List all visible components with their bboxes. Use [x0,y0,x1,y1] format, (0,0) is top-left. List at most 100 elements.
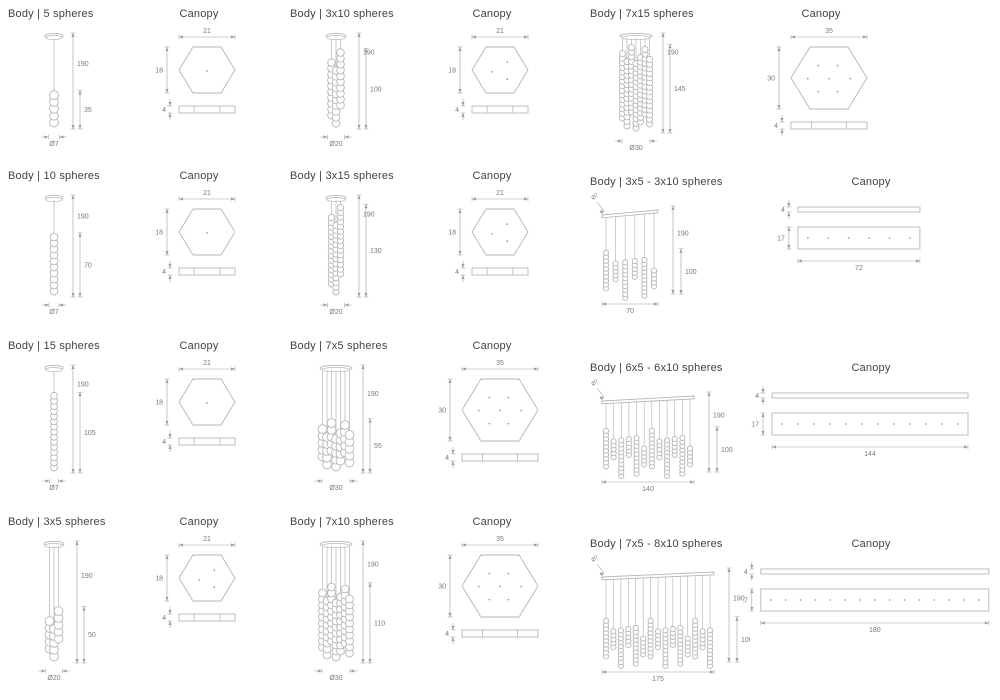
svg-text:Ø7: Ø7 [591,193,600,202]
svg-text:18: 18 [155,230,163,237]
body-drawing: 190 35 Ø7 [8,25,158,147]
svg-text:190: 190 [363,50,375,57]
canopy-title: Canopy [472,170,512,182]
svg-text:18: 18 [155,68,163,75]
svg-text:Ø7: Ø7 [49,141,58,147]
body-drawing: 190 55 Ø30 [290,357,440,491]
svg-text:180: 180 [869,627,881,634]
panel-body-3x5-spheres: Body | 3x5 spheres 190 50 Ø20 Canopy 21 18 4 [0,508,280,700]
body-diagram-svg: 190 100 70 Ø7 [591,193,697,315]
svg-text:4: 4 [455,107,459,114]
svg-text:21: 21 [496,190,504,197]
svg-text:30: 30 [438,584,446,591]
svg-text:17: 17 [777,236,785,243]
canopy-drawing: 21 18 4 [119,533,279,681]
svg-text:4: 4 [774,123,778,130]
svg-text:175: 175 [652,676,664,683]
panel-body-7x5-8x10-spheres: Body | 7x5 - 8x10 spheres 190 100 175 Ø7 Ca… [572,508,1000,700]
panel-body-10-spheres: Body | 10 spheres 190 70 Ø7 Canopy 21 18 4 [0,162,280,332]
body-drawing: 190 100 140 Ø7 [590,379,750,495]
svg-text:4: 4 [162,439,166,446]
svg-text:70: 70 [626,308,634,315]
body-block: Body | 10 spheres 190 70 Ø7 [0,170,118,332]
svg-text:140: 140 [642,486,654,493]
panel-body-15-spheres: Body | 15 spheres 190 105 Ø7 Canopy 21 18 4 [0,332,280,508]
body-title: Body | 5 spheres [8,8,94,20]
svg-text:110: 110 [374,620,385,627]
body-title: Body | 7x5 spheres [290,340,388,352]
canopy-title: Canopy [179,170,219,182]
body-block: Body | 7x5 - 8x10 spheres 190 100 175 Ø7 [572,538,750,700]
canopy-diagram-svg: 21 18 4 [448,190,529,282]
canopy-drawing: 35 30 4 [736,25,906,151]
body-drawing: 190 100 70 Ø7 [590,193,750,317]
panel-body-3x5-3x10-spheres: Body | 3x5 - 3x10 spheres 190 100 70 Ø7 Can… [572,162,1000,332]
canopy-title: Canopy [801,8,841,20]
canopy-title: Canopy [179,340,219,352]
body-diagram-svg: 190 110 Ø30 [315,540,385,681]
body-block: Body | 3x15 spheres 190 130 Ø20 [280,170,412,332]
svg-text:18: 18 [448,68,456,75]
canopy-title: Canopy [179,8,219,20]
canopy-block: Canopy 4 17 180 [742,538,1000,700]
svg-text:Ø30: Ø30 [629,145,642,151]
svg-text:4: 4 [162,107,166,114]
svg-text:Ø7: Ø7 [49,309,58,315]
svg-text:21: 21 [203,536,211,543]
canopy-drawing: 35 30 4 [412,533,572,681]
body-drawing: 190 130 Ø20 [290,187,440,315]
canopy-drawing: 21 18 4 [119,25,279,147]
canopy-diagram-svg: 4 17 72 [777,200,921,272]
svg-text:35: 35 [496,536,504,543]
body-block: Body | 7x5 spheres 190 55 Ø30 [280,340,412,508]
svg-text:Ø7: Ø7 [591,555,600,564]
svg-text:35: 35 [496,360,504,367]
svg-text:21: 21 [203,28,211,35]
canopy-drawing: 35 30 4 [412,357,572,491]
body-title: Body | 10 spheres [8,170,100,182]
canopy-block: Canopy 21 18 4 [118,170,280,332]
svg-text:144: 144 [864,451,876,458]
body-diagram-svg: 190 100 140 Ø7 [591,379,733,493]
body-diagram-svg: 190 145 Ø30 [615,32,686,151]
body-title: Body | 3x5 spheres [8,516,106,528]
canopy-drawing: 21 18 4 [119,187,279,315]
svg-text:190: 190 [81,573,93,580]
body-title: Body | 7x15 spheres [590,8,694,20]
canopy-block: Canopy 21 18 4 [412,8,572,162]
body-diagram-svg: 190 35 Ø7 [41,32,92,147]
canopy-title: Canopy [851,176,891,188]
canopy-diagram-svg: 35 30 4 [438,536,539,644]
canopy-block: Canopy 4 17 144 [742,362,1000,508]
svg-text:4: 4 [162,269,166,276]
body-title: Body | 7x10 spheres [290,516,394,528]
svg-text:190: 190 [77,61,89,68]
svg-text:72: 72 [855,265,863,272]
body-diagram-svg: 190 55 Ø30 [315,364,382,491]
canopy-diagram-svg: 21 18 4 [155,536,236,628]
svg-text:70: 70 [84,262,92,269]
svg-text:190: 190 [77,213,89,220]
svg-text:35: 35 [825,28,833,35]
svg-text:Ø7: Ø7 [591,379,600,388]
panel-body-6x5-6x10-spheres: Body | 6x5 - 6x10 spheres 190 100 140 Ø7 Ca… [572,332,1000,508]
svg-text:Ø7: Ø7 [49,485,58,491]
body-block: Body | 3x5 - 3x10 spheres 190 100 70 Ø7 [572,176,742,332]
body-title: Body | 6x5 - 6x10 spheres [590,362,723,374]
body-block: Body | 7x15 spheres 190 145 Ø30 [572,8,712,162]
canopy-drawing: 21 18 4 [412,25,572,147]
canopy-title: Canopy [851,538,891,550]
svg-text:21: 21 [496,28,504,35]
body-drawing: 190 100 175 Ø7 [590,555,750,685]
svg-text:18: 18 [155,576,163,583]
svg-text:21: 21 [203,360,211,367]
svg-text:100: 100 [370,86,382,93]
svg-text:Ø30: Ø30 [329,675,342,681]
svg-text:Ø20: Ø20 [329,309,342,315]
svg-text:50: 50 [88,632,96,639]
body-title: Body | 3x5 - 3x10 spheres [590,176,723,188]
canopy-block: Canopy 21 18 4 [118,340,280,508]
svg-text:130: 130 [370,248,382,255]
svg-text:4: 4 [445,455,449,462]
canopy-title: Canopy [179,516,219,528]
